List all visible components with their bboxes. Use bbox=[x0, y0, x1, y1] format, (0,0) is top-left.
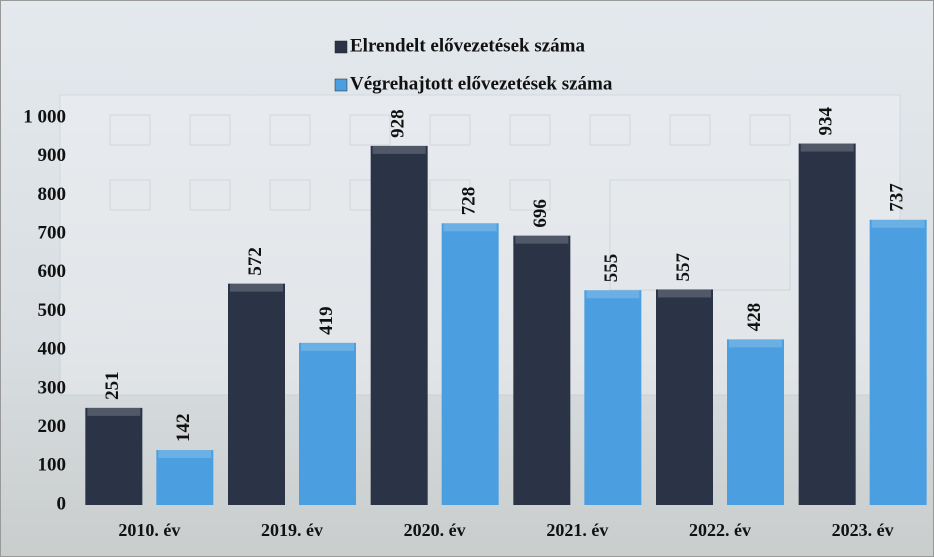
bar-bevel bbox=[586, 290, 640, 299]
bar-bevel bbox=[301, 342, 354, 351]
x-tick-label: 2022. év bbox=[689, 520, 751, 540]
bar-bevel bbox=[515, 235, 569, 244]
y-tick-label: 0 bbox=[57, 493, 67, 514]
bar bbox=[513, 235, 571, 505]
value-label: 142 bbox=[173, 414, 194, 443]
bar-bevel bbox=[443, 223, 497, 232]
y-tick-label: 200 bbox=[38, 416, 67, 437]
value-label: 557 bbox=[673, 252, 694, 281]
value-label: 934 bbox=[816, 107, 837, 136]
bar-bevel bbox=[87, 407, 141, 416]
value-label: 555 bbox=[601, 254, 622, 283]
value-label: 572 bbox=[245, 247, 266, 276]
y-tick-label: 400 bbox=[38, 339, 67, 360]
bar bbox=[727, 339, 784, 505]
y-tick-label: 700 bbox=[38, 222, 67, 243]
x-tick-label: 2023. év bbox=[832, 520, 894, 540]
value-label: 737 bbox=[887, 183, 908, 212]
bar bbox=[869, 219, 927, 505]
bar bbox=[156, 450, 214, 505]
value-label: 928 bbox=[388, 109, 409, 138]
value-label: 419 bbox=[316, 306, 337, 335]
legend-label: Végrehajtott elővezetések száma bbox=[350, 73, 613, 94]
bar-bevel bbox=[800, 143, 854, 152]
bar bbox=[299, 342, 356, 505]
y-tick-label: 600 bbox=[38, 261, 67, 282]
legend-label: Elrendelt elővezetések száma bbox=[350, 35, 585, 56]
bar bbox=[228, 283, 285, 505]
x-tick-label: 2019. év bbox=[261, 520, 323, 540]
bar bbox=[85, 407, 143, 505]
y-tick-label: 900 bbox=[38, 145, 67, 166]
bar bbox=[798, 143, 856, 506]
y-tick-label: 800 bbox=[38, 184, 67, 205]
y-tick-label: 500 bbox=[38, 300, 67, 321]
value-label: 428 bbox=[744, 303, 765, 332]
bar bbox=[584, 290, 642, 505]
x-tick-label: 2010. év bbox=[118, 520, 180, 540]
x-tick-label: 2020. év bbox=[404, 520, 466, 540]
value-label: 728 bbox=[459, 187, 480, 216]
bar-bevel bbox=[230, 283, 283, 292]
x-tick-label: 2021. év bbox=[546, 520, 608, 540]
y-tick-label: 1 000 bbox=[23, 106, 66, 127]
bar bbox=[441, 223, 499, 505]
y-tick-label: 300 bbox=[38, 377, 67, 398]
legend-swatch bbox=[334, 40, 348, 54]
bar-bevel bbox=[871, 219, 925, 228]
y-tick-label: 100 bbox=[38, 455, 67, 476]
bar-bevel bbox=[658, 289, 711, 298]
bar-bevel bbox=[372, 145, 426, 154]
value-label: 251 bbox=[102, 371, 123, 400]
bar bbox=[370, 145, 428, 505]
legend-swatch bbox=[334, 78, 348, 92]
bar-bevel bbox=[158, 450, 212, 459]
bar-bevel bbox=[729, 339, 782, 348]
bar bbox=[656, 289, 713, 505]
value-label: 696 bbox=[530, 199, 551, 228]
